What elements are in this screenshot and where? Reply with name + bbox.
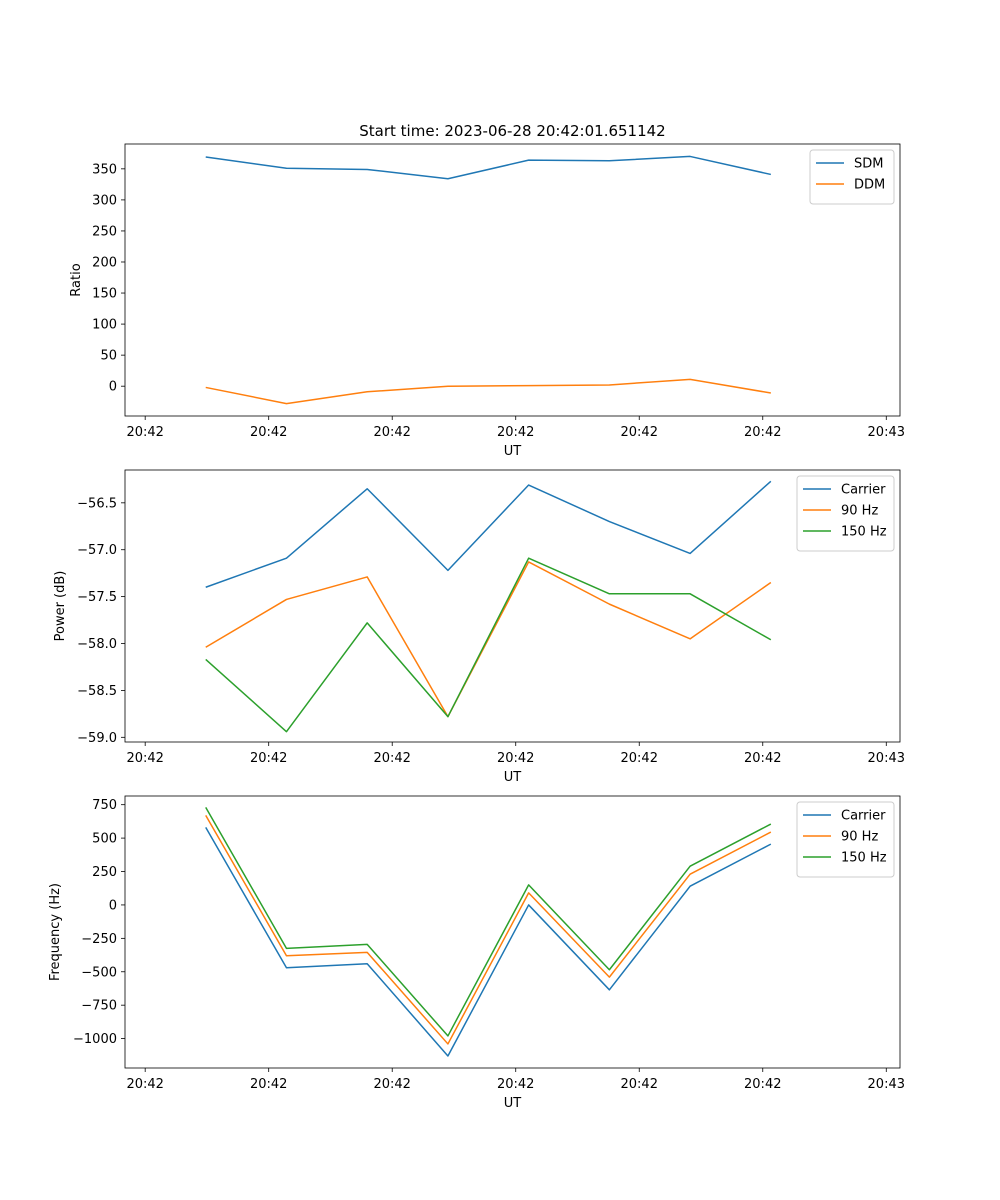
y-tick-label: −59.0 (77, 731, 117, 746)
y-tick-label: 100 (92, 318, 117, 333)
legend-label: 90 Hz (841, 830, 878, 845)
series-line-150-hz (205, 557, 772, 733)
y-tick-label: −250 (81, 932, 117, 947)
legend-label: 90 Hz (841, 504, 878, 519)
x-tick-label: 20:42 (497, 751, 534, 766)
series-line-ddm (205, 378, 771, 405)
y-tick-label: 0 (109, 898, 117, 913)
x-axis-label: UT (504, 444, 522, 459)
y-tick-label: −1000 (73, 1032, 117, 1047)
x-tick-label: 20:42 (126, 425, 163, 440)
y-tick-label: −750 (81, 999, 117, 1014)
y-tick-label: 300 (92, 193, 117, 208)
y-axis-label: Ratio (69, 263, 84, 296)
y-tick-label: −58.5 (77, 684, 117, 699)
panel-3: 20:42 20:42 20:42 20:42 20:42 20:42 20:43 −1000… (48, 795, 905, 1111)
legend: SDM DDM (809, 149, 895, 205)
legend-label: SDM (854, 157, 883, 172)
x-tick-label: 20:42 (621, 1077, 658, 1092)
legend-label: Carrier (841, 483, 886, 498)
plot-frame (124, 795, 901, 1069)
x-tick-label: 20:42 (744, 1077, 781, 1092)
y-tick-label: −57.5 (77, 590, 117, 605)
plot-frame (124, 143, 901, 417)
plot-frame (124, 469, 901, 743)
series-line-90-hz (205, 815, 772, 1045)
y-axis-label: Power (dB) (53, 571, 68, 642)
legend: Carrier 90 Hz 150 Hz (796, 801, 895, 878)
y-tick-label: −57.0 (77, 543, 117, 558)
x-tick-label: 20:42 (744, 751, 781, 766)
series-line-90-hz (205, 561, 772, 718)
legend-label: DDM (854, 178, 885, 193)
legend: Carrier 90 Hz 150 Hz (796, 475, 895, 552)
x-axis-label: UT (504, 770, 522, 785)
series-line-carrier (205, 827, 772, 1057)
legend-box (796, 475, 895, 552)
y-tick-label: 250 (92, 865, 117, 880)
y-tick-label: −500 (81, 965, 117, 980)
x-tick-label: 20:42 (373, 1077, 410, 1092)
x-tick-label: 20:43 (868, 425, 905, 440)
y-tick-label: 250 (92, 224, 117, 239)
x-tick-label: 20:42 (373, 425, 410, 440)
x-tick-label: 20:43 (868, 1077, 905, 1092)
x-tick-label: 20:42 (744, 425, 781, 440)
series-line-carrier (205, 480, 772, 588)
series-line-sdm (205, 155, 771, 180)
x-tick-label: 20:42 (126, 1077, 163, 1092)
legend-label: 150 Hz (841, 851, 887, 866)
chart-title: Start time: 2023-06-28 20:42:01.651142 (359, 122, 665, 140)
x-tick-label: 20:42 (250, 425, 287, 440)
x-tick-label: 20:42 (373, 751, 410, 766)
legend-label: 150 Hz (841, 525, 887, 540)
legend-label: Carrier (841, 809, 886, 824)
y-axis-label: Frequency (Hz) (48, 883, 63, 981)
series-line-150-hz (205, 806, 772, 1037)
x-tick-label: 20:42 (250, 1077, 287, 1092)
x-axis-label: UT (504, 1096, 522, 1111)
y-tick-label: −56.5 (77, 496, 117, 511)
y-tick-label: 200 (92, 255, 117, 270)
y-tick-label: 0 (109, 380, 117, 395)
y-tick-label: −58.0 (77, 637, 117, 652)
y-tick-label: 350 (92, 162, 117, 177)
x-tick-label: 20:42 (621, 751, 658, 766)
x-tick-label: 20:42 (621, 425, 658, 440)
panel-1: 20:42 20:42 20:42 20:42 20:42 20:42 20:43 0 50 10… (69, 143, 905, 459)
x-tick-label: 20:42 (497, 425, 534, 440)
x-tick-label: 20:42 (126, 751, 163, 766)
x-tick-label: 20:42 (497, 1077, 534, 1092)
x-tick-label: 20:43 (868, 751, 905, 766)
y-tick-label: 750 (92, 798, 117, 813)
x-tick-label: 20:42 (250, 751, 287, 766)
panel-2: 20:42 20:42 20:42 20:42 20:42 20:42 20:43 −59.0… (53, 469, 905, 785)
legend-box (796, 801, 895, 878)
y-tick-label: 50 (100, 349, 117, 364)
y-tick-label: 500 (92, 832, 117, 847)
y-tick-label: 150 (92, 287, 117, 302)
